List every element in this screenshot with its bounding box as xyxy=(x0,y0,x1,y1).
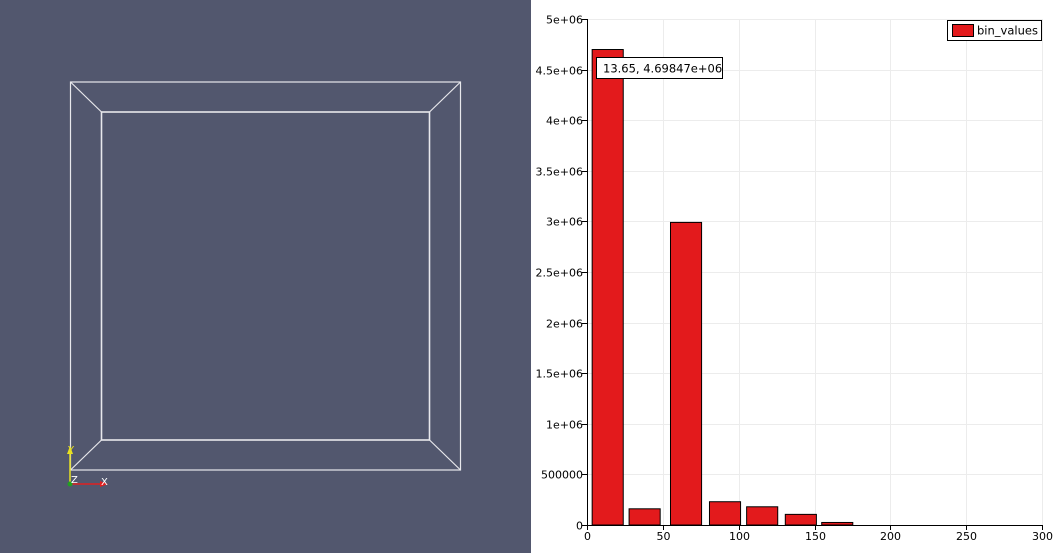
bar xyxy=(669,221,703,526)
x-tick-label: 50 xyxy=(657,530,671,543)
legend-swatch xyxy=(952,24,974,37)
z-axis-label: Z xyxy=(71,475,78,486)
bar xyxy=(746,506,779,526)
y-tick-label: 2.5e+06 xyxy=(536,267,583,280)
outline-edge xyxy=(429,439,461,471)
outline-outer-face xyxy=(69,81,462,471)
x-axis-label: X xyxy=(101,477,108,488)
x-axis-arrowhead xyxy=(100,481,108,487)
orientation-axes: Y Z X xyxy=(67,445,108,488)
legend-label: bin_values xyxy=(977,24,1038,38)
chart-tooltip: 13.65, 4.69847e+06 xyxy=(596,57,723,79)
bar xyxy=(784,513,817,526)
tick-labels: 0 500000 1e+06 1.5e+06 2e+06 2.5e+06 3e+06 3.5e… xyxy=(536,14,1053,544)
tooltip-text: 13.65, 4.69847e+06 xyxy=(603,62,722,76)
bar xyxy=(821,521,854,526)
x-tick-label: 100 xyxy=(729,530,750,543)
bar xyxy=(628,508,661,526)
bar xyxy=(591,49,624,526)
chart-axes xyxy=(582,19,1043,530)
tooltip-box xyxy=(596,57,723,79)
outline-inner-face xyxy=(100,111,431,441)
y-tick-label: 500000 xyxy=(541,469,583,482)
bar xyxy=(708,501,742,526)
outline-edge xyxy=(70,439,102,471)
z-axis-dot xyxy=(67,481,73,487)
outline-edge xyxy=(429,81,461,113)
y-axis-arrowhead xyxy=(67,446,73,454)
x-tick-label: 300 xyxy=(1032,530,1053,543)
bar-series xyxy=(591,49,854,526)
chart-legend[interactable]: bin_values xyxy=(947,20,1042,41)
y-tick-label: 1e+06 xyxy=(546,419,583,432)
y-axis-label: Y xyxy=(67,445,75,456)
x-tick-label: 0 xyxy=(584,530,591,543)
render-view-3d[interactable]: Y Z X xyxy=(0,0,531,553)
grid-lines xyxy=(587,19,1043,526)
y-tick-label: 3e+06 xyxy=(546,216,583,229)
y-tick-label: 4.5e+06 xyxy=(536,65,583,78)
outline-edge xyxy=(70,81,102,113)
x-tick-label: 150 xyxy=(805,530,826,543)
y-tick-label: 4e+06 xyxy=(546,115,583,128)
y-tick-label: 5e+06 xyxy=(546,14,583,27)
y-tick-label: 3.5e+06 xyxy=(536,166,583,179)
render-canvas[interactable]: Y Z X xyxy=(0,0,531,553)
y-tick-label: 0 xyxy=(576,520,583,533)
y-tick-label: 2e+06 xyxy=(546,318,583,331)
x-tick-label: 200 xyxy=(880,530,901,543)
bar-chart-canvas[interactable]: 0 500000 1e+06 1.5e+06 2e+06 2.5e+06 3e+06 3.5e… xyxy=(531,0,1062,553)
y-tick-label: 1.5e+06 xyxy=(536,368,583,381)
bar-chart-view[interactable]: 0 500000 1e+06 1.5e+06 2e+06 2.5e+06 3e+06 3.5e… xyxy=(531,0,1062,553)
x-tick-label: 250 xyxy=(956,530,977,543)
